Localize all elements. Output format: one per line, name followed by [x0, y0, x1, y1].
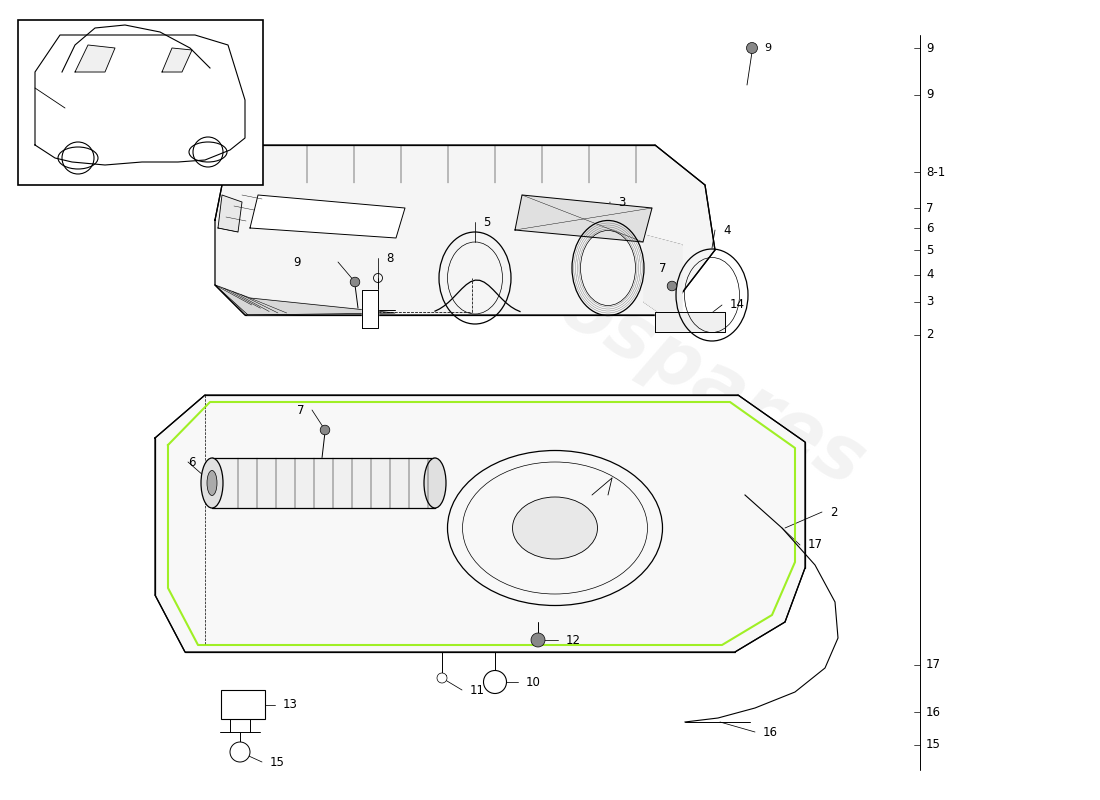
- FancyBboxPatch shape: [18, 20, 263, 185]
- Text: 6: 6: [926, 222, 934, 234]
- Ellipse shape: [201, 458, 223, 508]
- Circle shape: [747, 42, 758, 54]
- Text: 4: 4: [723, 223, 730, 237]
- Text: 3: 3: [926, 295, 934, 309]
- Circle shape: [484, 670, 506, 694]
- Text: 15: 15: [926, 738, 940, 751]
- Polygon shape: [212, 458, 434, 508]
- Circle shape: [320, 426, 330, 435]
- Text: 17: 17: [808, 538, 823, 551]
- Text: 2: 2: [926, 329, 934, 342]
- Circle shape: [350, 278, 360, 286]
- Text: 7: 7: [659, 262, 666, 274]
- Text: 8-1: 8-1: [926, 166, 945, 178]
- Text: a passion for parts since 1985: a passion for parts since 1985: [387, 408, 652, 572]
- Text: 5: 5: [483, 215, 491, 229]
- Circle shape: [437, 673, 447, 683]
- Polygon shape: [250, 195, 405, 238]
- Text: 15: 15: [270, 755, 285, 769]
- Text: 9: 9: [926, 89, 934, 102]
- Circle shape: [531, 633, 544, 647]
- Text: 6: 6: [188, 455, 196, 469]
- Polygon shape: [75, 45, 116, 72]
- Ellipse shape: [513, 497, 597, 559]
- Polygon shape: [362, 290, 378, 328]
- Text: 14: 14: [730, 298, 745, 311]
- Text: 16: 16: [926, 706, 940, 718]
- Polygon shape: [515, 195, 652, 242]
- Text: 5: 5: [926, 243, 934, 257]
- Text: eurospares: eurospares: [422, 198, 878, 502]
- Polygon shape: [35, 35, 245, 165]
- Text: 11: 11: [470, 683, 485, 697]
- Text: 9: 9: [293, 255, 300, 269]
- Polygon shape: [644, 235, 682, 328]
- Text: 10: 10: [526, 675, 541, 689]
- Polygon shape: [214, 285, 395, 315]
- Circle shape: [668, 282, 676, 291]
- Text: 16: 16: [763, 726, 778, 738]
- Ellipse shape: [207, 470, 217, 495]
- Polygon shape: [218, 195, 242, 232]
- Text: 13: 13: [283, 698, 298, 711]
- Text: 12: 12: [566, 634, 581, 646]
- Text: 2: 2: [830, 506, 837, 518]
- Polygon shape: [155, 395, 805, 652]
- Circle shape: [230, 742, 250, 762]
- Text: 7: 7: [297, 403, 304, 417]
- Text: 7: 7: [926, 202, 934, 214]
- Polygon shape: [654, 312, 725, 332]
- Text: 9: 9: [764, 43, 771, 53]
- Text: 17: 17: [926, 658, 940, 671]
- FancyBboxPatch shape: [221, 690, 265, 719]
- Ellipse shape: [424, 458, 446, 508]
- Polygon shape: [162, 48, 192, 72]
- Text: 3: 3: [618, 195, 626, 209]
- Text: 8: 8: [386, 251, 394, 265]
- Text: 9: 9: [926, 42, 934, 54]
- Text: 4: 4: [926, 269, 934, 282]
- Polygon shape: [214, 145, 715, 315]
